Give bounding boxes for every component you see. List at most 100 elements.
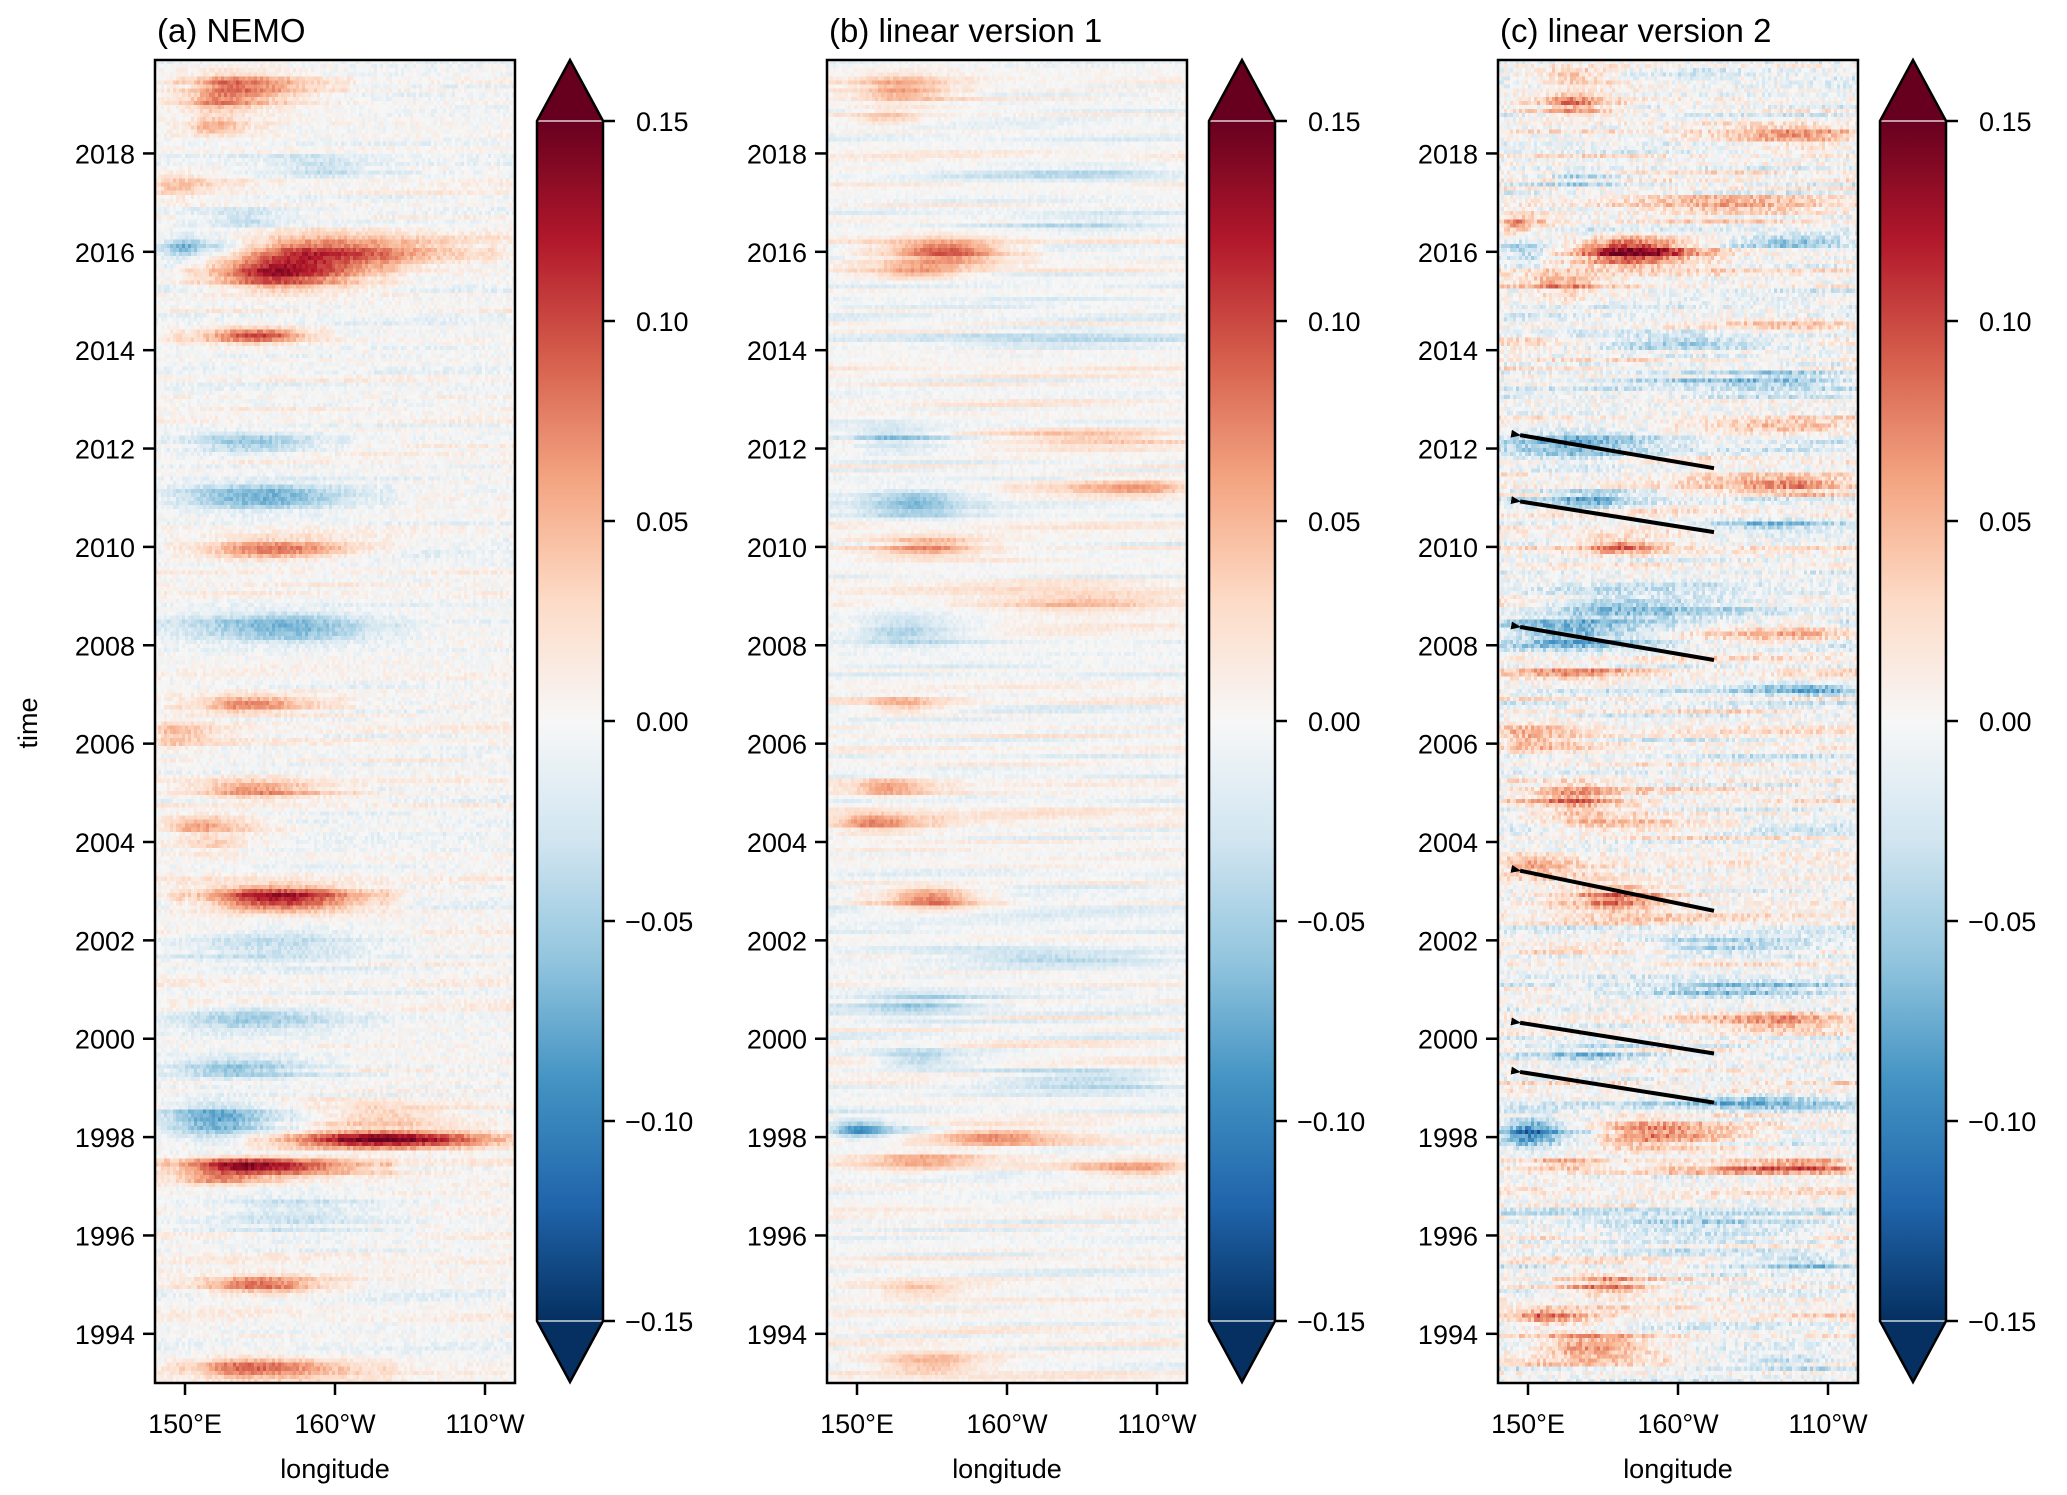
panel-title: (b) linear version 1: [829, 12, 1102, 49]
ytick-label: 1998: [1418, 1123, 1478, 1153]
colorbar-extend-min: [537, 1321, 603, 1382]
ytick-label: 1998: [747, 1123, 807, 1153]
ytick-label: 2010: [1418, 533, 1478, 563]
colorbar: 0.15 0.10 0.05 0.00 −0.05 −0.10 −0.15: [535, 57, 693, 1385]
panel-title: (c) linear version 2: [1500, 12, 1771, 49]
colorbar: 0.15 0.10 0.05 0.00 −0.05 −0.10 −0.15: [1207, 57, 1365, 1385]
colorbar-tick-label: 0.00: [1979, 707, 2032, 737]
xtick-label: 160°W: [1637, 1409, 1719, 1439]
colorbar-tick-label: 0.15: [1979, 107, 2032, 137]
ytick-label: 2004: [1418, 828, 1478, 858]
annotation-arrow-5: [1510, 1017, 1715, 1056]
ytick-label: 2012: [747, 435, 807, 465]
annotation-arrow-2: [1510, 496, 1715, 535]
colorbar-tick-label: 0.10: [1308, 307, 1361, 337]
colorbar-extend-min: [1209, 1321, 1275, 1382]
ytick-label: 1994: [1418, 1320, 1478, 1350]
annotation-arrow-6: [1510, 1066, 1715, 1105]
ytick-label: 2010: [75, 533, 135, 563]
ytick-label: 2008: [1418, 631, 1478, 661]
ytick-label: 2004: [747, 828, 807, 858]
colorbar-extend-max: [1209, 60, 1275, 121]
colorbar-tick-label: 0.05: [1308, 507, 1361, 537]
ytick-label: 2014: [75, 336, 135, 366]
ytick-label: 2006: [747, 730, 807, 760]
xtick-label: 150°E: [820, 1409, 894, 1439]
y-axis-label: time: [13, 697, 43, 748]
ytick-label: 2012: [1418, 435, 1478, 465]
ytick-label: 2014: [747, 336, 807, 366]
ytick-label: 2012: [75, 435, 135, 465]
ytick-label: 2010: [747, 533, 807, 563]
colorbar-tick-label: 0.05: [1979, 507, 2032, 537]
ytick-label: 2014: [1418, 336, 1478, 366]
ytick-label: 2006: [1418, 730, 1478, 760]
colorbar-tick-label: −0.05: [1968, 907, 2036, 937]
colorbar-tick-label: 0.15: [636, 107, 689, 137]
ytick-label: 2018: [747, 139, 807, 169]
xtick-label: 160°W: [966, 1409, 1048, 1439]
colorbar-gradient-bar: [537, 121, 603, 1321]
ytick-label: 2002: [75, 926, 135, 956]
ytick-label: 2000: [1418, 1025, 1478, 1055]
ytick-label: 2018: [1418, 139, 1478, 169]
xtick-label: 150°E: [148, 1409, 222, 1439]
xtick-label: 150°E: [1491, 1409, 1565, 1439]
colorbar-tick-label: −0.15: [625, 1307, 693, 1337]
xtick-label: 110°W: [445, 1409, 525, 1439]
x-axis-label: longitude: [952, 1454, 1062, 1484]
colorbar-tick-label: −0.05: [625, 907, 693, 937]
ytick-label: 2000: [75, 1025, 135, 1055]
ytick-label: 2016: [75, 238, 135, 268]
colorbar-tick-label: 0.00: [636, 707, 689, 737]
panel-c: (c) linear version 2 1994 1996 1998 2000 2002…: [1418, 12, 2036, 1484]
colorbar-extend-max: [1880, 60, 1946, 121]
colorbar-tick-label: 0.00: [1308, 707, 1361, 737]
ytick-label: 2018: [75, 139, 135, 169]
colorbar-tick-label: −0.15: [1968, 1307, 2036, 1337]
heatmap-raster: [827, 60, 1187, 1383]
colorbar-tick-label: 0.10: [636, 307, 689, 337]
colorbar-tick-label: 0.15: [1308, 107, 1361, 137]
xtick-label: 160°W: [294, 1409, 376, 1439]
panel-b: (b) linear version 1 1994 1996 1998 2000 2002…: [747, 12, 1365, 1484]
ytick-label: 2000: [747, 1025, 807, 1055]
colorbar-tick-label: −0.10: [1968, 1107, 2036, 1137]
annotation-arrow-4: [1510, 864, 1715, 913]
colorbar-tick-label: −0.10: [1297, 1107, 1365, 1137]
ytick-label: 2016: [1418, 238, 1478, 268]
ytick-label: 1994: [747, 1320, 807, 1350]
ytick-label: 2004: [75, 828, 135, 858]
colorbar-gradient-bar: [1209, 121, 1275, 1321]
ytick-label: 1998: [75, 1123, 135, 1153]
colorbar-extend-min: [1880, 1321, 1946, 1382]
ytick-label: 1996: [75, 1221, 135, 1251]
colorbar: 0.15 0.10 0.05 0.00 −0.05 −0.10 −0.15: [1878, 57, 2036, 1385]
heatmap-raster: [155, 60, 515, 1383]
x-axis-label: longitude: [1623, 1454, 1733, 1484]
xtick-label: 110°W: [1117, 1409, 1197, 1439]
panel-title: (a) NEMO: [157, 12, 306, 49]
ytick-label: 2002: [747, 926, 807, 956]
x-axis-label: longitude: [280, 1454, 390, 1484]
colorbar-tick-label: −0.10: [625, 1107, 693, 1137]
ytick-label: 2002: [1418, 926, 1478, 956]
colorbar-gradient-bar: [1880, 121, 1946, 1321]
ytick-label: 2016: [747, 238, 807, 268]
annotation-arrow-1: [1510, 429, 1715, 471]
colorbar-tick-label: −0.05: [1297, 907, 1365, 937]
panel-a: (a) NEMO 1994 1996 1998 2000 2002 2004 2006 2008…: [13, 12, 693, 1484]
ytick-label: 2006: [75, 730, 135, 760]
annotation-arrow-3: [1510, 621, 1715, 662]
colorbar-extend-max: [537, 60, 603, 121]
colorbar-tick-label: 0.10: [1979, 307, 2032, 337]
xtick-label: 110°W: [1788, 1409, 1868, 1439]
ytick-label: 2008: [747, 631, 807, 661]
ytick-label: 1996: [1418, 1221, 1478, 1251]
ytick-label: 1994: [75, 1320, 135, 1350]
ytick-label: 2008: [75, 631, 135, 661]
heatmap-raster: [1498, 60, 1858, 1383]
ytick-label: 1996: [747, 1221, 807, 1251]
colorbar-tick-label: −0.15: [1297, 1307, 1365, 1337]
